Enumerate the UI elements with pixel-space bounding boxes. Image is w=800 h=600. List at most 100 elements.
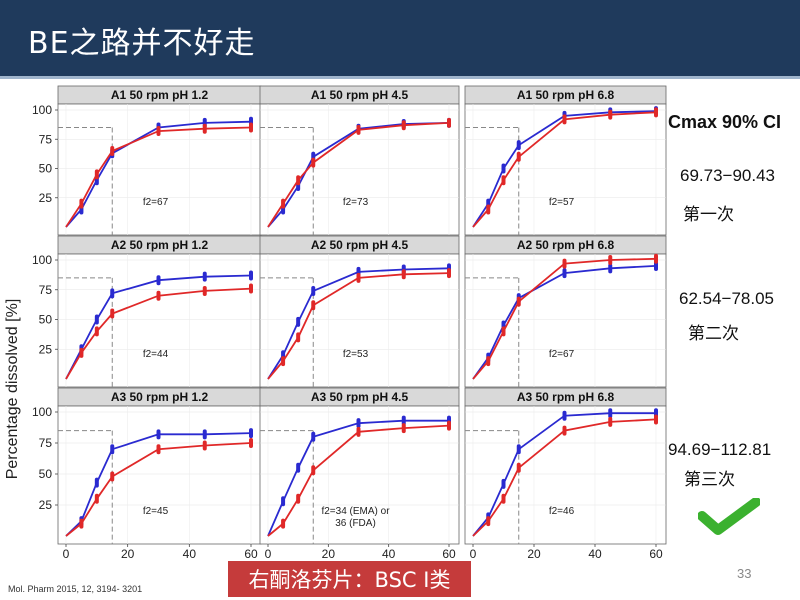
- x-tick-label: 40: [588, 547, 602, 561]
- panel-plot-frame: [57, 405, 262, 545]
- x-tick-label: 20: [322, 547, 336, 561]
- data-point-blue: [501, 163, 506, 174]
- data-point-red: [654, 414, 658, 425]
- f2-annotation: f2=45: [143, 506, 169, 517]
- y-tick-label: 25: [39, 342, 53, 356]
- data-point-blue: [110, 288, 115, 299]
- f2-annotation: f2=67: [549, 349, 575, 360]
- data-point-blue: [311, 431, 316, 442]
- panel-title: A1 50 rpm pH 1.2: [111, 88, 209, 102]
- y-tick-label: 100: [32, 253, 52, 267]
- data-point-red: [296, 175, 301, 186]
- data-point-red: [94, 326, 99, 337]
- panel-plot-frame: [464, 103, 667, 236]
- data-point-red: [356, 272, 361, 283]
- data-point-red: [447, 268, 451, 279]
- y-tick-label: 75: [39, 283, 53, 297]
- y-tick-label: 50: [39, 313, 53, 327]
- data-point-red: [401, 269, 406, 280]
- data-point-red: [94, 493, 99, 504]
- y-tick-label: 100: [32, 405, 52, 419]
- data-point-red: [608, 109, 613, 120]
- y-tick-label: 100: [32, 103, 52, 117]
- data-point-blue: [296, 462, 301, 473]
- reference-citation: Mol. Pharm 2015, 12, 3194- 3201: [8, 584, 143, 594]
- y-tick-label: 75: [39, 436, 53, 450]
- ci-value-1: 69.73−90.43: [680, 166, 776, 185]
- data-point-red: [501, 175, 506, 186]
- data-point-red: [486, 204, 491, 215]
- data-point-blue: [562, 268, 567, 279]
- data-point-red: [447, 117, 451, 128]
- data-point-red: [202, 285, 207, 296]
- x-tick-label: 0: [265, 547, 272, 561]
- y-tick-label: 50: [39, 162, 53, 176]
- data-point-red: [202, 123, 207, 134]
- data-point-blue: [311, 285, 316, 296]
- x-tick-label: 0: [63, 547, 70, 561]
- data-point-red: [281, 198, 286, 209]
- data-point-red: [110, 308, 115, 319]
- data-point-blue: [608, 263, 613, 274]
- ci-value-2: 62.54−78.05: [679, 289, 775, 308]
- f2-annotation: 36 (FDA): [335, 518, 376, 529]
- x-tick-label: 0: [470, 547, 477, 561]
- x-tick-label: 60: [442, 547, 456, 561]
- header-bar: BE之路并不好走: [0, 0, 800, 76]
- f2-annotation: f2=73: [343, 197, 369, 208]
- y-tick-label: 25: [39, 191, 53, 205]
- data-point-red: [249, 283, 253, 294]
- panel-title: A2 50 rpm pH 4.5: [311, 238, 409, 252]
- data-point-blue: [156, 275, 161, 286]
- x-tick-label: 60: [244, 547, 258, 561]
- data-point-red: [516, 151, 521, 162]
- data-point-blue: [356, 418, 361, 429]
- data-point-blue: [516, 444, 521, 455]
- data-point-red: [79, 198, 84, 209]
- data-point-blue: [401, 415, 406, 426]
- data-point-red: [654, 107, 658, 118]
- data-point-red: [311, 300, 316, 311]
- data-point-red: [281, 356, 286, 367]
- data-point-blue: [202, 429, 207, 440]
- data-point-red: [608, 255, 613, 265]
- data-point-red: [202, 440, 207, 451]
- data-point-red: [501, 326, 506, 337]
- data-point-red: [356, 426, 361, 437]
- dissolution-chart-grid: Percentage dissolved [%] A1 50 rpm pH 1.…: [0, 80, 670, 564]
- panel-title: A3 50 rpm pH 6.8: [517, 390, 615, 404]
- data-point-red: [562, 114, 567, 125]
- data-point-blue: [94, 314, 99, 325]
- chart-grid-svg: A1 50 rpm pH 1.2 f2=67 25 50 75 100 A1 50 rpm …: [32, 85, 667, 561]
- data-point-red: [356, 124, 361, 135]
- data-point-blue: [501, 478, 506, 489]
- data-point-red: [562, 258, 567, 269]
- data-point-red: [249, 438, 253, 448]
- data-point-red: [516, 296, 521, 307]
- x-tick-label: 40: [183, 547, 197, 561]
- y-tick-label: 25: [39, 498, 53, 512]
- panel-plot-frame: [57, 253, 262, 388]
- panel-title: A3 50 rpm pH 1.2: [111, 390, 209, 404]
- data-point-red: [447, 420, 451, 431]
- data-point-red: [311, 157, 316, 168]
- attempt-label-1: 第一次: [683, 205, 734, 225]
- panel-title: A1 50 rpm pH 4.5: [311, 88, 409, 102]
- check-mark-icon: [698, 498, 760, 535]
- data-point-red: [94, 169, 99, 180]
- attempt-label-2: 第二次: [688, 324, 739, 344]
- data-point-red: [156, 290, 161, 301]
- x-tick-label: 20: [527, 547, 541, 561]
- data-point-blue: [94, 477, 99, 488]
- f2-annotation: f2=34 (EMA) or: [321, 506, 390, 517]
- attempt-label-3: 第三次: [684, 470, 735, 490]
- y-tick-label: 75: [39, 132, 53, 146]
- data-point-blue: [281, 496, 286, 507]
- panel-title: A3 50 rpm pH 4.5: [311, 390, 409, 404]
- data-point-blue: [296, 316, 301, 327]
- page-number: 33: [737, 566, 752, 581]
- f2-annotation: f2=57: [549, 197, 575, 208]
- header-divider: [0, 76, 800, 79]
- data-point-red: [156, 444, 161, 455]
- data-point-blue: [249, 428, 253, 439]
